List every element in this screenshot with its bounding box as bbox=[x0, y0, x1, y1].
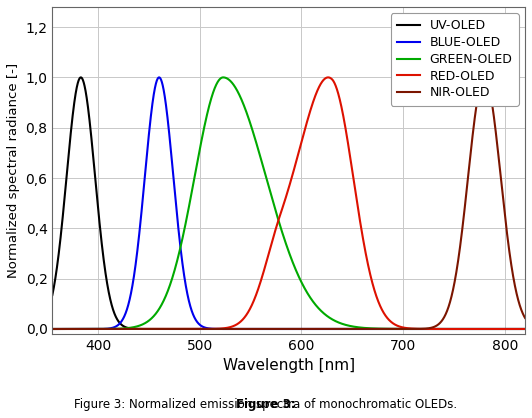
BLUE-OLED bbox=[55, 326, 61, 331]
UV-OLED bbox=[36, 323, 43, 328]
BLUE-OLED bbox=[278, 326, 284, 331]
BLUE-OLED bbox=[36, 326, 43, 331]
Line: NIR-OLED: NIR-OLED bbox=[37, 77, 532, 329]
RED-OLED bbox=[131, 326, 138, 331]
GREEN-OLED bbox=[278, 225, 284, 230]
UV-OLED bbox=[131, 326, 138, 331]
Line: BLUE-OLED: BLUE-OLED bbox=[37, 77, 532, 329]
Text: Figure 3:: Figure 3: bbox=[236, 398, 296, 410]
RED-OLED bbox=[64, 326, 70, 331]
BLUE-OLED bbox=[131, 268, 138, 273]
UV-OLED bbox=[278, 326, 284, 331]
UV-OLED bbox=[64, 171, 70, 176]
NIR-OLED bbox=[36, 326, 43, 331]
Text: Figure 3: Normalized emission spectra of monochromatic OLEDs.: Figure 3: Normalized emission spectra of… bbox=[74, 398, 458, 410]
RED-OLED bbox=[277, 211, 284, 216]
UV-OLED bbox=[506, 326, 512, 331]
NIR-OLED bbox=[506, 245, 512, 250]
GREEN-OLED bbox=[220, 75, 226, 80]
RED-OLED bbox=[325, 75, 331, 80]
Line: GREEN-OLED: GREEN-OLED bbox=[37, 77, 532, 329]
NIR-OLED bbox=[55, 326, 61, 331]
BLUE-OLED bbox=[156, 75, 162, 80]
Text: Figure 3: Normalized emission spectra of monochromatic OLEDs.: Figure 3: Normalized emission spectra of… bbox=[74, 398, 458, 410]
Line: RED-OLED: RED-OLED bbox=[37, 77, 532, 329]
RED-OLED bbox=[506, 326, 512, 331]
NIR-OLED bbox=[131, 326, 138, 331]
GREEN-OLED bbox=[34, 326, 40, 331]
NIR-OLED bbox=[34, 326, 40, 331]
UV-OLED bbox=[78, 75, 84, 80]
RED-OLED bbox=[55, 326, 61, 331]
Legend: UV-OLED, BLUE-OLED, GREEN-OLED, RED-OLED, NIR-OLED: UV-OLED, BLUE-OLED, GREEN-OLED, RED-OLED… bbox=[391, 13, 519, 106]
GREEN-OLED bbox=[131, 324, 138, 329]
RED-OLED bbox=[36, 326, 43, 331]
RED-OLED bbox=[34, 326, 40, 331]
Line: UV-OLED: UV-OLED bbox=[37, 77, 532, 329]
NIR-OLED bbox=[481, 75, 488, 80]
BLUE-OLED bbox=[506, 326, 512, 331]
BLUE-OLED bbox=[34, 326, 40, 331]
X-axis label: Wavelength [nm]: Wavelength [nm] bbox=[223, 359, 355, 373]
GREEN-OLED bbox=[64, 326, 70, 331]
NIR-OLED bbox=[64, 326, 70, 331]
GREEN-OLED bbox=[55, 326, 61, 331]
Y-axis label: Normalized spectral radiance [-]: Normalized spectral radiance [-] bbox=[7, 63, 20, 278]
GREEN-OLED bbox=[36, 326, 43, 331]
GREEN-OLED bbox=[506, 326, 512, 331]
NIR-OLED bbox=[277, 326, 284, 331]
BLUE-OLED bbox=[64, 326, 70, 331]
UV-OLED bbox=[55, 259, 61, 264]
UV-OLED bbox=[34, 324, 40, 329]
